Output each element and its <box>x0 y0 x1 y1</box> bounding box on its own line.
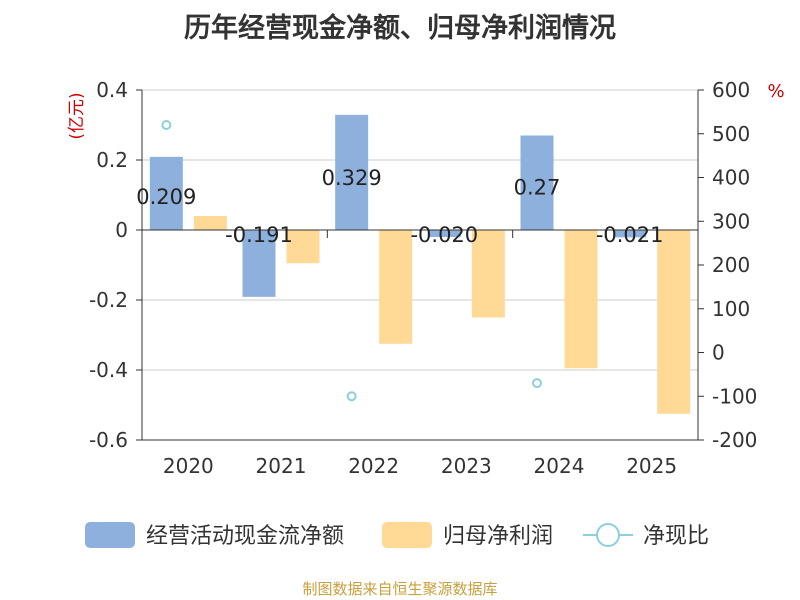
data-label: 0.27 <box>514 175 561 199</box>
ratio-point <box>532 378 542 389</box>
y-tick-label-right: 300 <box>712 209 750 233</box>
y-tick-label-left: -0.2 <box>89 288 128 312</box>
bar-net-profit <box>193 216 227 230</box>
y-tick-label-right: -200 <box>712 428 757 452</box>
legend-marker-ratio <box>596 523 620 547</box>
y-tick-label-left: 0 <box>115 218 128 242</box>
data-label: -0.191 <box>225 223 293 247</box>
x-tick-label: 2020 <box>163 454 214 478</box>
y-tick-label-right: 400 <box>712 166 750 190</box>
legend-label-net-profit: 归母净利润 <box>443 524 553 549</box>
y-tick-label-right: 100 <box>712 297 750 321</box>
y-tick-label-right: 600 <box>712 78 750 102</box>
x-tick-label: 2022 <box>348 454 399 478</box>
source-note: 制图数据来自恒生聚源数据库 <box>302 580 498 598</box>
x-tick-label: 2023 <box>441 454 492 478</box>
legend-label-ratio: 净现比 <box>643 524 709 549</box>
x-tick-label: 2024 <box>534 454 585 478</box>
data-label: -0.021 <box>596 223 664 247</box>
x-tick-label: 2021 <box>256 454 307 478</box>
legend-swatch-operating-cash <box>85 522 135 548</box>
legend-swatch-net-profit <box>382 522 432 548</box>
bar-net-profit <box>379 230 413 344</box>
bar-net-profit <box>471 230 505 318</box>
y-tick-label-right: 200 <box>712 253 750 277</box>
ratio-point <box>346 391 357 402</box>
chart-title: 历年经营现金净额、归母净利润情况 <box>184 13 616 44</box>
data-label: -0.020 <box>410 223 478 247</box>
y-tick-label-left: -0.6 <box>89 428 128 452</box>
y-tick-label-left: 0.2 <box>96 148 128 172</box>
y-tick-label-right: -100 <box>712 384 757 408</box>
y-tick-label-right: 500 <box>712 122 750 146</box>
y-tick-label-left: -0.4 <box>89 358 128 382</box>
bar-net-profit <box>564 230 598 369</box>
bar-operating-cash <box>149 156 183 230</box>
legend-label-operating-cash: 经营活动现金流净额 <box>146 524 344 549</box>
x-tick-label: 2025 <box>626 454 677 478</box>
bar-operating-cash <box>520 135 554 230</box>
bar-operating-cash <box>613 230 647 238</box>
y-tick-label-left: 0.4 <box>96 78 128 102</box>
data-label: 0.329 <box>322 166 382 190</box>
bar-net-profit <box>657 230 691 414</box>
bar-operating-cash <box>242 230 276 297</box>
bar-net-profit <box>286 230 320 264</box>
y-tick-label-right: 0 <box>712 341 725 365</box>
bar-operating-cash <box>427 230 461 237</box>
bar-operating-cash <box>335 114 369 230</box>
data-label: 0.209 <box>136 185 196 209</box>
ratio-point <box>161 120 172 130</box>
y-axis-title-left: (亿元) <box>67 92 87 139</box>
y-axis-title-right: % <box>767 81 784 102</box>
